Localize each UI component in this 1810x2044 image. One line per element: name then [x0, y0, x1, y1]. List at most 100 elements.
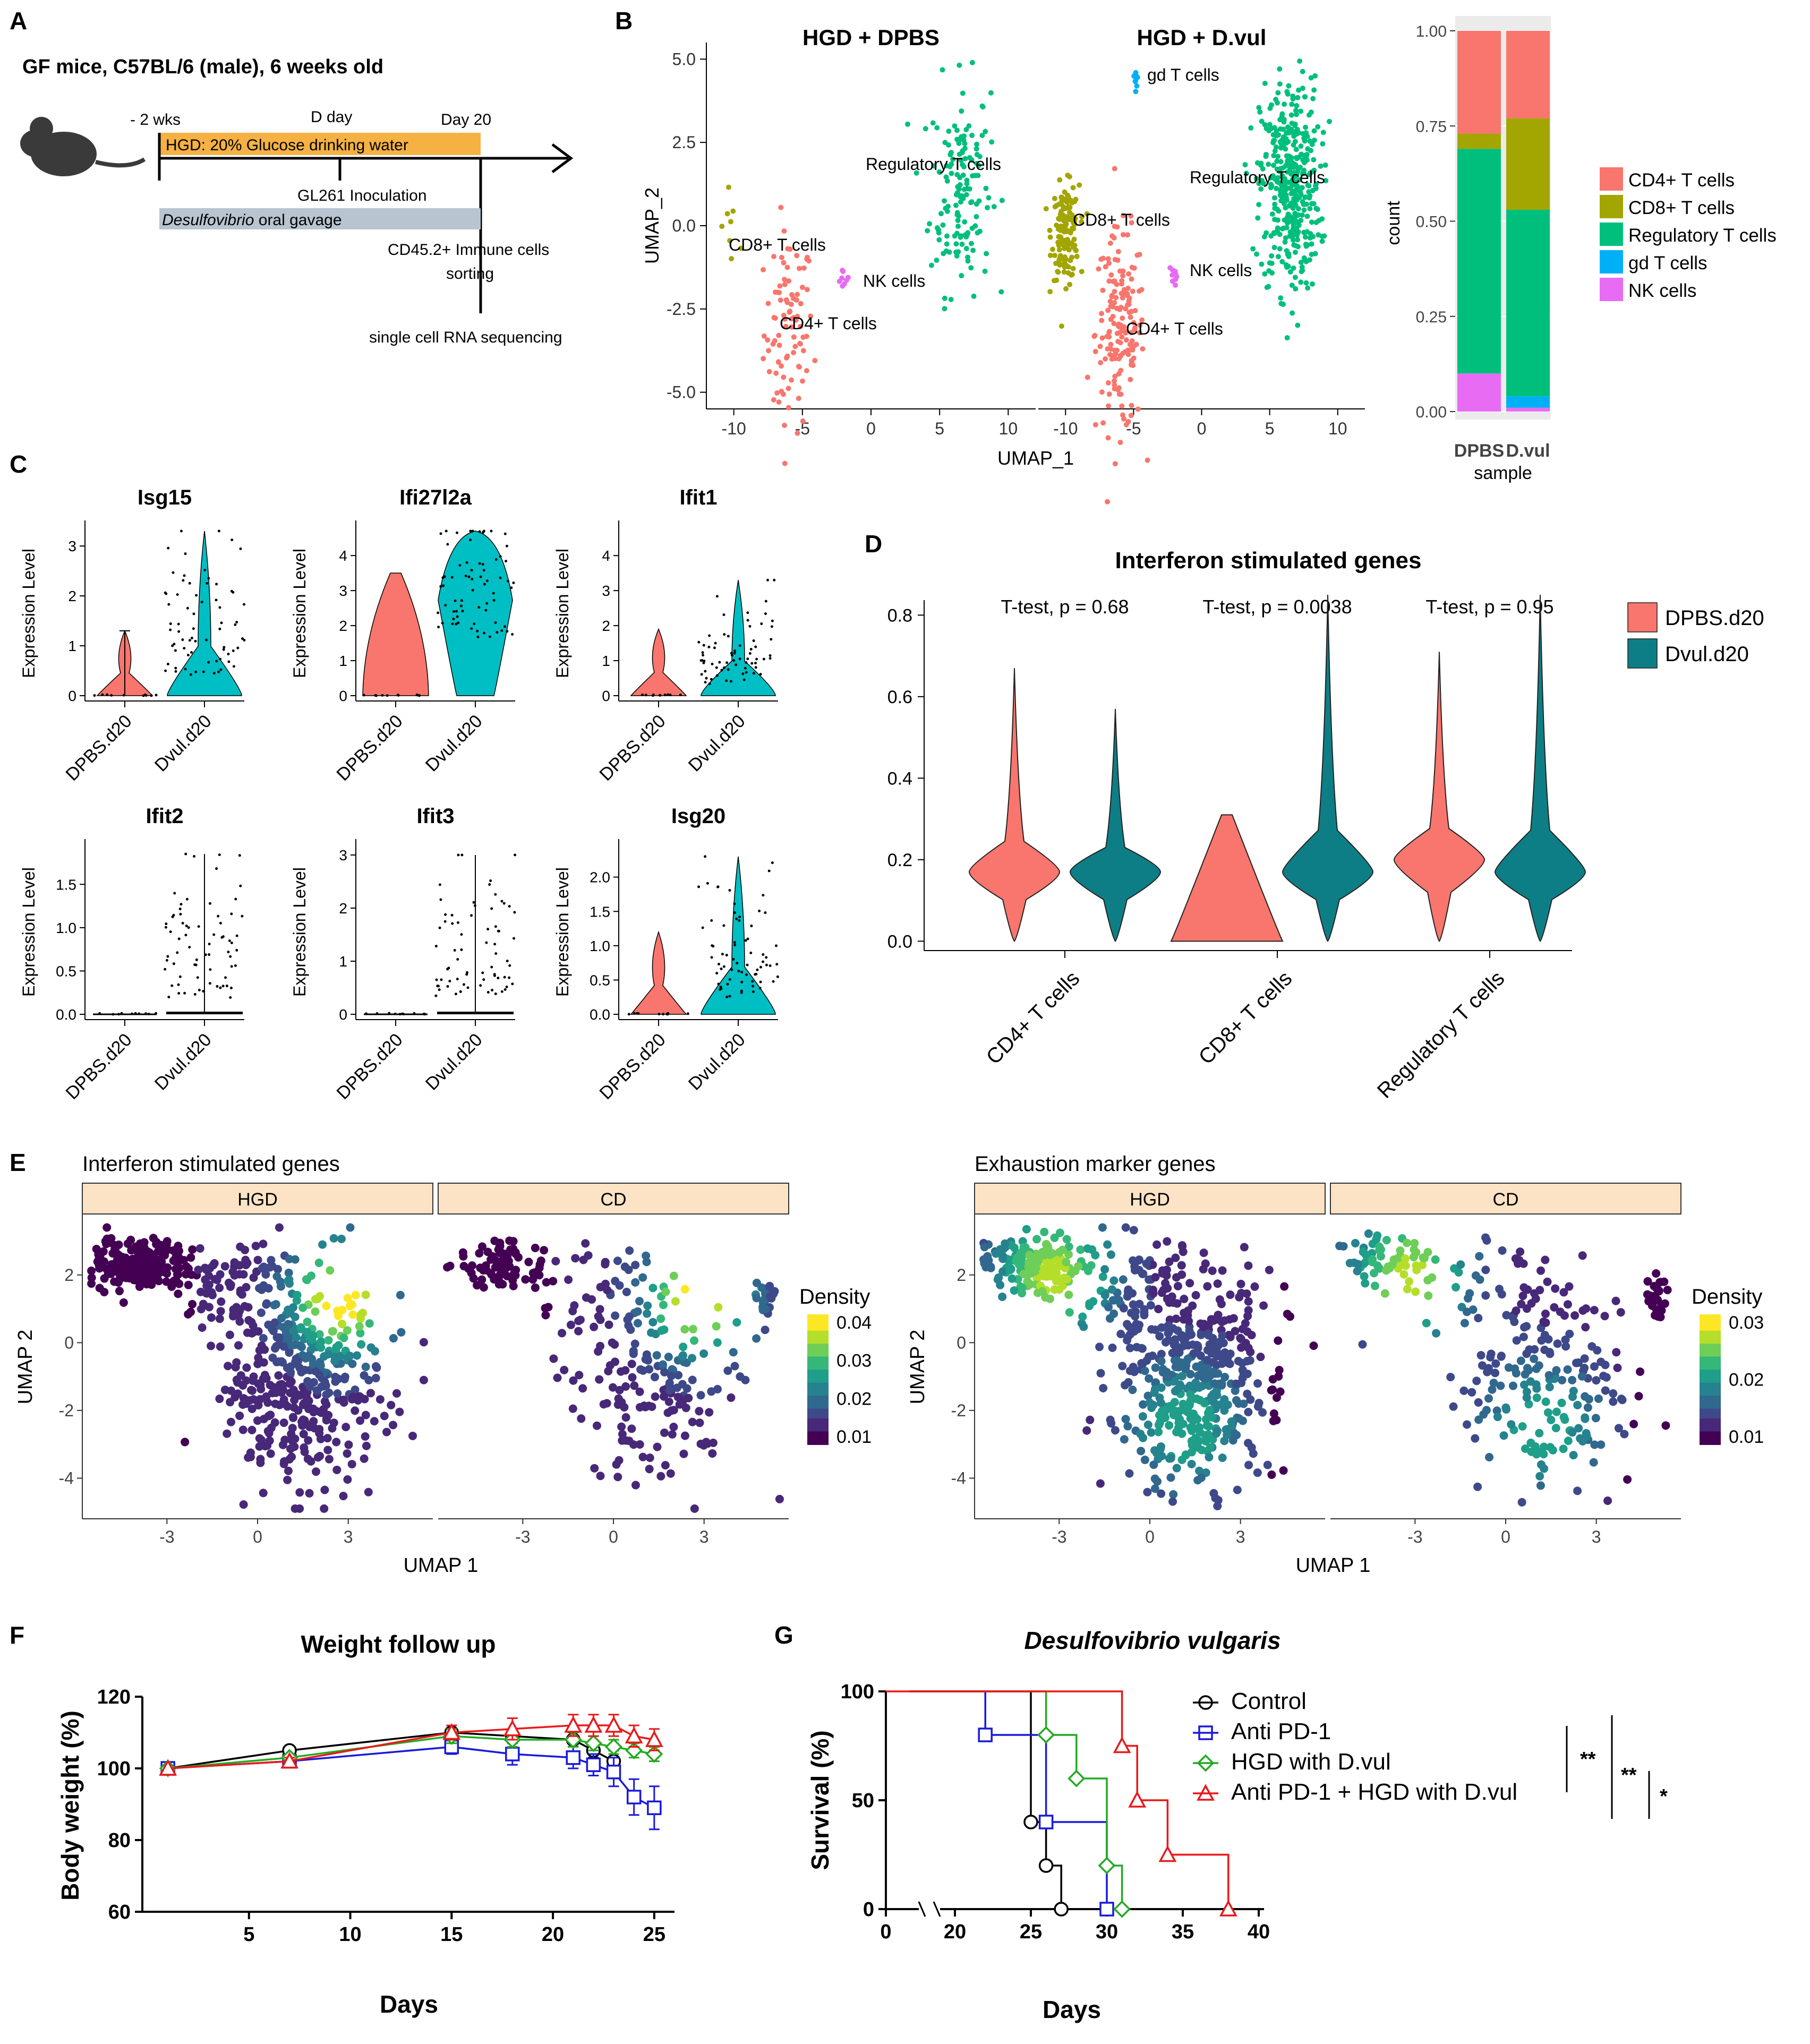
umap-point-regulatory-t-cells: [1284, 89, 1290, 95]
density-point: [596, 1472, 605, 1481]
density-point: [348, 1300, 357, 1309]
umap-point-regulatory-t-cells: [1298, 108, 1304, 114]
umap-point-nk-cells: [840, 283, 846, 289]
density-legend-gradient: [807, 1363, 829, 1367]
violin-jitter-point: [190, 651, 193, 654]
bar-segment-nk-cells: [1506, 407, 1550, 412]
density-point: [1527, 1447, 1536, 1456]
violin-jitter-point: [144, 694, 148, 697]
umap-point-regulatory-t-cells: [952, 123, 958, 129]
violin-jitter-point: [711, 662, 714, 665]
violin-jitter-point: [227, 660, 230, 663]
survival-marker: [1219, 1900, 1237, 1917]
violin-jitter-point: [174, 666, 177, 670]
umap-point-cd4-t-cells: [776, 332, 782, 338]
density-point: [114, 1278, 123, 1287]
umap-point-cd8-t-cells: [1062, 254, 1068, 260]
density-legend-gradient: [807, 1386, 829, 1390]
umap-point-cd4-t-cells: [781, 228, 787, 234]
umap-point-regulatory-t-cells: [1310, 96, 1316, 101]
violin-jitter-point: [184, 934, 187, 937]
violin-jitter-point: [93, 694, 96, 697]
umap-point-regulatory-t-cells: [1294, 185, 1300, 191]
density-point: [259, 1489, 268, 1498]
violin-jitter-point: [679, 693, 682, 696]
umap-point-cd8-t-cells: [1079, 219, 1085, 225]
density-point: [761, 1304, 770, 1313]
density-point: [113, 1255, 122, 1264]
umap-point-regulatory-t-cells: [1287, 269, 1293, 275]
density-point: [1214, 1380, 1223, 1389]
density-point: [650, 1373, 659, 1382]
density-point: [285, 1275, 294, 1284]
density-point: [1171, 1335, 1180, 1344]
umap-point-regulatory-t-cells: [925, 228, 930, 234]
sequencing-label: single cell RNA sequencing: [369, 329, 562, 346]
umap-point-gd-t-cells: [1134, 83, 1140, 89]
umap-point-regulatory-t-cells: [1320, 130, 1326, 135]
bar-y-tick-label: 0.25: [1416, 309, 1447, 326]
density-point: [1263, 1460, 1272, 1469]
sorting-label-2: sorting: [446, 265, 494, 283]
density-point: [351, 1406, 360, 1415]
violin-jitter-point: [227, 951, 230, 954]
umap-point-regulatory-t-cells: [1291, 164, 1297, 170]
density-point: [1592, 1376, 1601, 1385]
panel-letter-a: A: [10, 7, 27, 35]
density-point: [1568, 1375, 1577, 1384]
density-point: [1205, 1452, 1214, 1461]
density-point: [215, 1284, 224, 1293]
violin-jitter-point: [490, 907, 493, 910]
umap-point-cd4-t-cells: [1109, 293, 1115, 298]
density-point: [1151, 1363, 1160, 1372]
violin-jitter-point: [754, 662, 757, 665]
density-point: [1136, 1430, 1145, 1439]
violin-jitter-point: [511, 632, 514, 636]
violin-jitter-point: [722, 666, 725, 669]
density-point: [628, 1373, 637, 1382]
density-point: [1168, 1497, 1177, 1506]
umap-point-cd4-t-cells: [1114, 330, 1120, 336]
violin-jitter-point: [241, 914, 244, 918]
violin-jitter-point: [514, 853, 517, 857]
density-point: [186, 1253, 195, 1262]
violin-jitter-point: [185, 925, 188, 928]
umap-point-regulatory-t-cells: [1304, 151, 1310, 157]
density-point: [618, 1430, 627, 1439]
density-point: [320, 1485, 329, 1494]
umap-point-regulatory-t-cells: [941, 198, 947, 204]
density-point: [446, 1261, 455, 1270]
violin-jitter-point: [167, 996, 170, 999]
violin-jitter-point: [773, 578, 776, 581]
density-point: [1196, 1396, 1205, 1405]
umap-point-cd8-t-cells: [1066, 174, 1072, 179]
density-point: [298, 1303, 308, 1312]
density-point: [1564, 1436, 1573, 1446]
density-point: [1244, 1297, 1253, 1306]
violin-jitter-point: [184, 552, 187, 555]
umap-point-regulatory-t-cells: [955, 218, 961, 224]
violin-jitter-point: [206, 581, 209, 585]
bar-y-tick-label: 0.75: [1416, 118, 1447, 135]
weight-marker: [505, 1747, 520, 1761]
density-point: [140, 1243, 149, 1252]
violin-jitter-point: [217, 670, 220, 673]
violin-jitter-point: [476, 629, 479, 632]
density-legend-gradient: [1700, 1324, 1721, 1328]
violin-group-label: Dvul.d20: [422, 1030, 486, 1094]
violin-jitter-point: [232, 665, 235, 668]
violin-jitter-point: [722, 965, 725, 968]
density-point: [1358, 1340, 1367, 1349]
density-point: [1181, 1365, 1190, 1374]
umap-point-regulatory-t-cells: [1307, 172, 1312, 177]
density-point: [1166, 1454, 1175, 1463]
density-point: [256, 1455, 265, 1464]
umap-point-regulatory-t-cells: [1307, 206, 1313, 211]
violin-jitter-point: [212, 672, 216, 675]
umap-point-cd8-t-cells: [1063, 262, 1069, 268]
density-x-tick-label: 0: [1145, 1527, 1155, 1546]
umap-point-cd4-t-cells: [789, 292, 795, 298]
violin-jitter-point: [733, 649, 737, 653]
density-point: [1186, 1390, 1195, 1399]
